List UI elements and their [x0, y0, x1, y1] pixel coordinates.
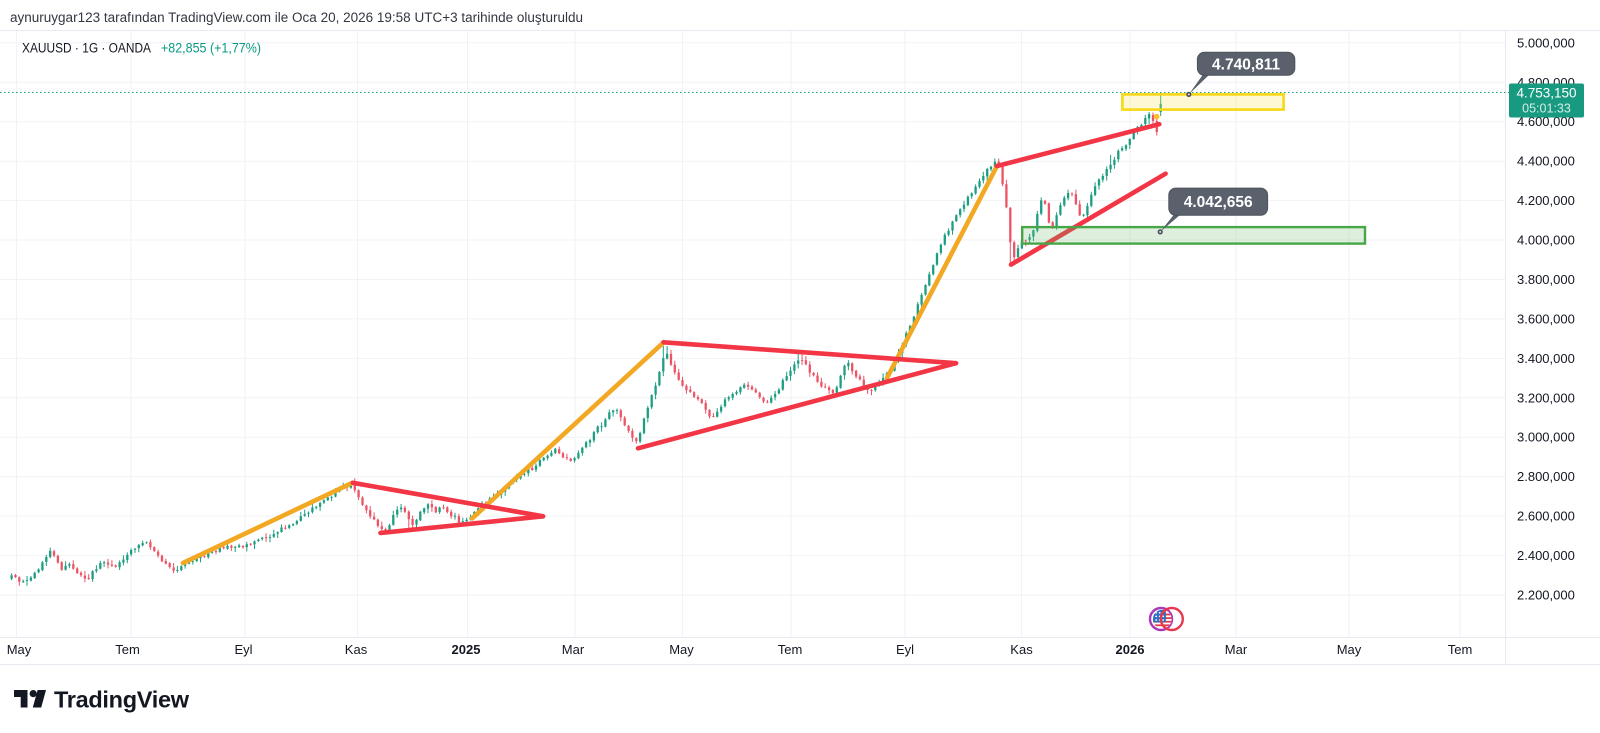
- svg-text:Eyl: Eyl: [234, 642, 252, 657]
- svg-text:Mar: Mar: [562, 642, 585, 657]
- svg-text:2.600,000: 2.600,000: [1517, 509, 1575, 524]
- svg-text:4.000,000: 4.000,000: [1517, 233, 1575, 248]
- svg-text:Kas: Kas: [1010, 642, 1033, 657]
- svg-text:3.200,000: 3.200,000: [1517, 390, 1575, 405]
- svg-text:4.400,000: 4.400,000: [1517, 154, 1575, 169]
- svg-text:4.200,000: 4.200,000: [1517, 193, 1575, 208]
- svg-text:3.600,000: 3.600,000: [1517, 311, 1575, 326]
- svg-text:4.600,000: 4.600,000: [1517, 114, 1575, 129]
- svg-text:2.200,000: 2.200,000: [1517, 588, 1575, 603]
- svg-text:Tem: Tem: [115, 642, 140, 657]
- svg-text:aynuruygar123 tarafından Tradi: aynuruygar123 tarafından TradingView.com…: [10, 10, 583, 25]
- svg-text:3.800,000: 3.800,000: [1517, 272, 1575, 287]
- svg-text:Kas: Kas: [345, 642, 368, 657]
- svg-text:+82,855 (+1,77%): +82,855 (+1,77%): [161, 41, 261, 56]
- svg-text:2025: 2025: [452, 642, 481, 657]
- svg-text:May: May: [669, 642, 694, 657]
- svg-text:Mar: Mar: [1225, 642, 1248, 657]
- svg-text:Eyl: Eyl: [896, 642, 914, 657]
- svg-text:5.000,000: 5.000,000: [1517, 35, 1575, 50]
- svg-text:2.800,000: 2.800,000: [1517, 469, 1575, 484]
- svg-text:2026: 2026: [1116, 642, 1145, 657]
- svg-text:4.042,656: 4.042,656: [1184, 194, 1253, 211]
- svg-text:3.000,000: 3.000,000: [1517, 430, 1575, 445]
- svg-text:May: May: [7, 642, 32, 657]
- svg-text:05:01:33: 05:01:33: [1522, 102, 1571, 116]
- svg-text:2.400,000: 2.400,000: [1517, 548, 1575, 563]
- svg-text:TradingView: TradingView: [54, 687, 190, 713]
- svg-text:3.400,000: 3.400,000: [1517, 351, 1575, 366]
- svg-text:Tem: Tem: [1448, 642, 1473, 657]
- svg-text:4.753,150: 4.753,150: [1516, 86, 1576, 101]
- svg-text:XAUUSD · 1G · OANDA: XAUUSD · 1G · OANDA: [22, 41, 151, 56]
- svg-text:May: May: [1337, 642, 1362, 657]
- svg-text:Tem: Tem: [778, 642, 803, 657]
- svg-text:4.740,811: 4.740,811: [1212, 56, 1280, 73]
